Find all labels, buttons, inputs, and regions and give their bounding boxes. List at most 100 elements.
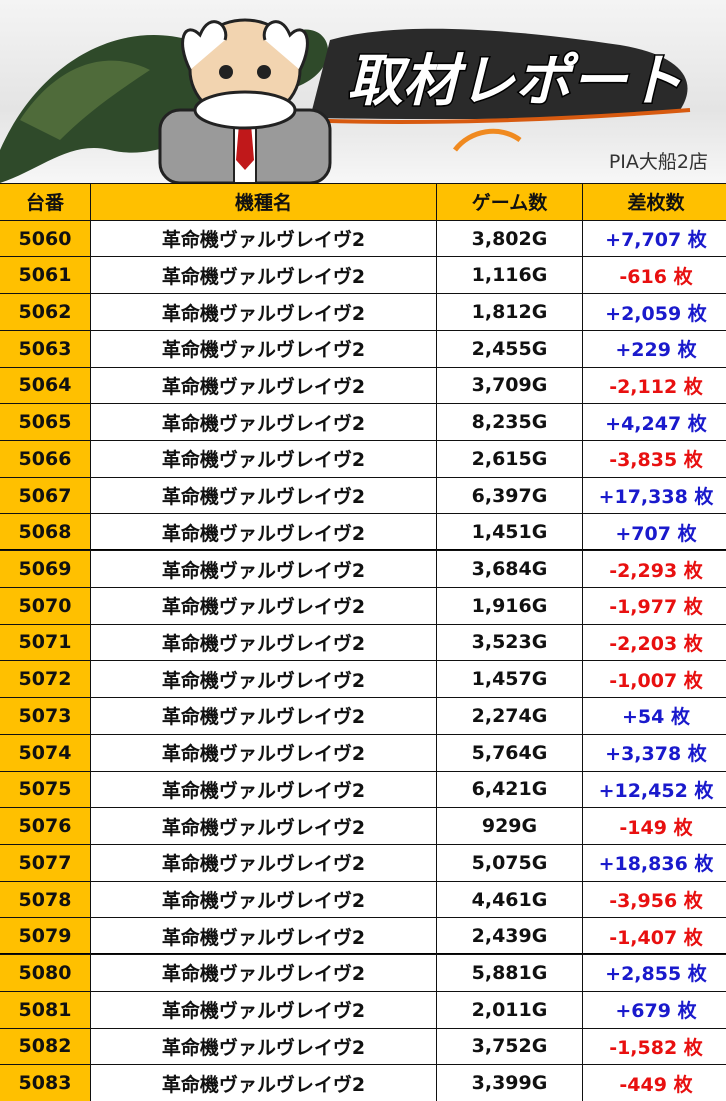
game-count: 3,752G [437,1028,582,1065]
machine-name: 革命機ヴァルヴレイヴ2 [91,918,436,955]
unit-number: 5072 [0,661,90,698]
coin-difference: +12,452 枚 [583,771,726,808]
game-count: 4,461G [437,881,582,918]
machine-name: 革命機ヴァルヴレイヴ2 [91,404,436,441]
unit-number: 5071 [0,624,90,661]
column-header: 機種名 [91,184,436,220]
coin-difference: -1,977 枚 [583,587,726,624]
machine-name: 革命機ヴァルヴレイヴ2 [91,771,436,808]
unit-number: 5075 [0,771,90,808]
game-count: 5,075G [437,844,582,881]
column-header: 差枚数 [583,184,726,220]
banner-title: 取材レポート [347,49,683,114]
game-count: 2,455G [437,330,582,367]
game-count: 2,011G [437,991,582,1028]
machine-name: 革命機ヴァルヴレイヴ2 [91,330,436,367]
unit-number: 5073 [0,698,90,734]
unit-number: 5082 [0,1028,90,1065]
machine-name: 革命機ヴァルヴレイヴ2 [91,441,436,477]
unit-number: 5068 [0,514,90,551]
game-count: 2,274G [437,698,582,734]
machine-name: 革命機ヴァルヴレイヴ2 [91,991,436,1028]
machine-name: 革命機ヴァルヴレイヴ2 [91,844,436,881]
game-count: 3,399G [437,1065,582,1101]
coin-difference: -2,203 枚 [583,624,726,661]
unit-number: 5078 [0,881,90,918]
game-count: 929G [437,808,582,844]
game-count: 2,615G [437,441,582,477]
coin-difference: +679 枚 [583,991,726,1028]
store-name: PIA大船2店 [608,151,708,173]
machine-name: 革命機ヴァルヴレイヴ2 [91,1065,436,1101]
unit-number: 5066 [0,441,90,477]
unit-number: 5083 [0,1065,90,1101]
machine-name: 革命機ヴァルヴレイヴ2 [91,624,436,661]
unit-number: 5074 [0,734,90,771]
game-count: 8,235G [437,404,582,441]
machine-name: 革命機ヴァルヴレイヴ2 [91,587,436,624]
coin-difference: +17,338 枚 [583,477,726,514]
banner: 取材レポート PIA大船2店 [0,0,726,183]
machine-name: 革命機ヴァルヴレイヴ2 [91,661,436,698]
banner-art: 取材レポート [0,18,691,183]
game-count: 1,451G [437,514,582,551]
unit-number: 5062 [0,294,90,330]
coin-difference: +7,707 枚 [583,220,726,257]
machine-name: 革命機ヴァルヴレイヴ2 [91,734,436,771]
machine-name: 革命機ヴァルヴレイヴ2 [91,808,436,844]
game-count: 5,881G [437,955,582,991]
coin-difference: -2,293 枚 [583,551,726,587]
game-count: 3,523G [437,624,582,661]
coin-difference: +18,836 枚 [583,844,726,881]
unit-number: 5069 [0,551,90,587]
machine-name: 革命機ヴァルヴレイヴ2 [91,220,436,257]
unit-number: 5065 [0,404,90,441]
unit-number: 5064 [0,367,90,404]
coin-difference: +4,247 枚 [583,404,726,441]
unit-number: 5077 [0,844,90,881]
unit-number: 5060 [0,220,90,257]
coin-difference: -1,407 枚 [583,918,726,955]
machine-name: 革命機ヴァルヴレイヴ2 [91,294,436,330]
machine-name: 革命機ヴァルヴレイヴ2 [91,1028,436,1065]
game-count: 1,116G [437,257,582,294]
coin-difference: -1,007 枚 [583,661,726,698]
game-count: 5,764G [437,734,582,771]
game-count: 1,812G [437,294,582,330]
game-count: 6,397G [437,477,582,514]
report-table: 台番 機種名 ゲーム数 差枚数 5060 革命機ヴァルヴレイヴ2 3,802G +7,707 … [0,183,726,1101]
coin-difference: +54 枚 [583,698,726,734]
unit-number: 5063 [0,330,90,367]
game-count: 3,684G [437,551,582,587]
game-count: 2,439G [437,918,582,955]
coin-difference: -449 枚 [583,1065,726,1101]
unit-number: 5061 [0,257,90,294]
machine-name: 革命機ヴァルヴレイヴ2 [91,698,436,734]
coin-difference: -3,956 枚 [583,881,726,918]
column-header: 台番 [0,184,90,220]
machine-name: 革命機ヴァルヴレイヴ2 [91,881,436,918]
unit-number: 5081 [0,991,90,1028]
mascot [158,18,332,183]
game-count: 1,457G [437,661,582,698]
machine-name: 革命機ヴァルヴレイヴ2 [91,477,436,514]
game-count: 3,709G [437,367,582,404]
coin-difference: -616 枚 [583,257,726,294]
coin-difference: +707 枚 [583,514,726,551]
coin-difference: -149 枚 [583,808,726,844]
coin-difference: -1,582 枚 [583,1028,726,1065]
coin-difference: +229 枚 [583,330,726,367]
column-header: ゲーム数 [437,184,582,220]
unit-number: 5080 [0,955,90,991]
unit-number: 5070 [0,587,90,624]
game-count: 3,802G [437,220,582,257]
machine-name: 革命機ヴァルヴレイヴ2 [91,514,436,551]
coin-difference: +2,059 枚 [583,294,726,330]
coin-difference: -3,835 枚 [583,441,726,477]
unit-number: 5067 [0,477,90,514]
machine-name: 革命機ヴァルヴレイヴ2 [91,367,436,404]
unit-number: 5079 [0,918,90,955]
coin-difference: -2,112 枚 [583,367,726,404]
coin-difference: +2,855 枚 [583,955,726,991]
